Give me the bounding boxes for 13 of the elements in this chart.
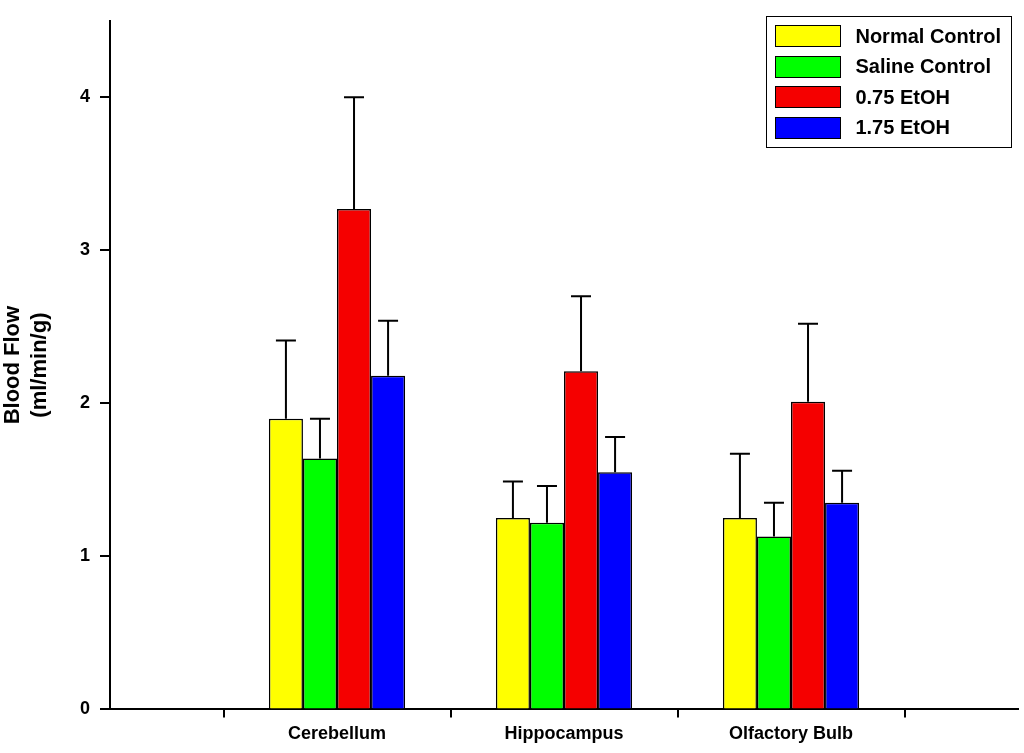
x-tick-label: Hippocampus <box>504 723 624 744</box>
legend-label: 1.75 EtOH <box>855 116 950 140</box>
y-tick-label: 4 <box>79 86 90 107</box>
y-tick-label: 2 <box>79 392 90 413</box>
legend-label: Saline Control <box>855 55 992 79</box>
legend-label: 0.75 EtOH <box>855 85 950 109</box>
legend-label: Normal Control <box>855 24 1001 48</box>
x-tick-label: Olfactory Bulb <box>728 723 854 744</box>
y-tick-label: 3 <box>79 239 90 260</box>
x-tick-label: Cerebellum <box>287 723 387 744</box>
y-tick-label: 0 <box>79 698 90 719</box>
y-tick-label: 1 <box>79 545 90 566</box>
y-axis-title: Blood Flow (ml/min/g) <box>0 304 51 425</box>
